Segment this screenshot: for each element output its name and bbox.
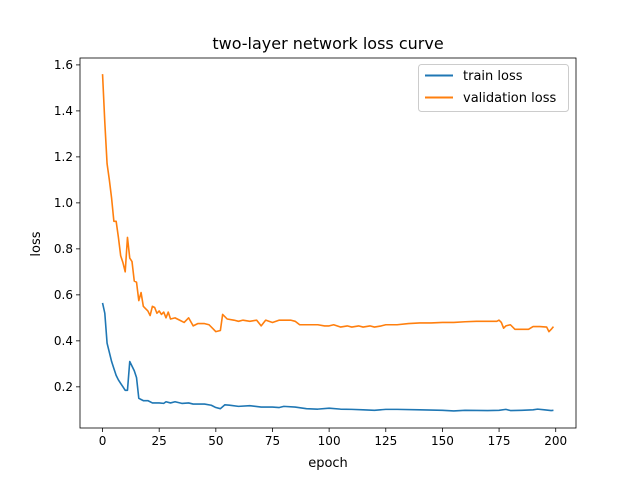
- x-tick-label: 175: [488, 434, 511, 448]
- chart-title: two-layer network loss curve: [212, 34, 443, 53]
- series-lines: [101, 74, 555, 412]
- series-line-validation-loss: [101, 74, 555, 333]
- y-tick-label: 0.6: [54, 288, 73, 302]
- x-tick-label: 0: [99, 434, 107, 448]
- y-tick-label: 1.0: [54, 196, 73, 210]
- legend-label-validation-loss: validation loss: [463, 91, 556, 106]
- x-tick-label: 150: [431, 434, 454, 448]
- x-tick-label: 50: [208, 434, 223, 448]
- y-tick-label: 0.2: [54, 380, 73, 394]
- x-tick-label: 125: [374, 434, 397, 448]
- x-axis: 0 25 50 75 100 125 150 175 200: [99, 428, 567, 448]
- y-tick-label: 1.2: [54, 150, 73, 164]
- legend-label-train-loss: train loss: [463, 69, 523, 84]
- x-tick-label: 75: [265, 434, 280, 448]
- x-tick-label: 200: [544, 434, 567, 448]
- y-tick-label: 0.8: [54, 242, 73, 256]
- y-axis: 0.2 0.4 0.6 0.8 1.0 1.2 1.4 1.6: [54, 58, 80, 394]
- x-tick-label: 25: [152, 434, 167, 448]
- x-tick-label: 100: [318, 434, 341, 448]
- y-tick-label: 1.6: [54, 58, 73, 72]
- legend: train loss validation loss: [418, 64, 569, 112]
- plot-frame: [79, 57, 577, 429]
- y-tick-label: 1.4: [54, 104, 73, 118]
- legend-box: [418, 64, 569, 112]
- series-line-train-loss: [101, 302, 554, 412]
- y-axis-label: loss: [29, 231, 44, 256]
- x-axis-label: epoch: [308, 456, 348, 471]
- y-tick-label: 0.4: [54, 334, 73, 348]
